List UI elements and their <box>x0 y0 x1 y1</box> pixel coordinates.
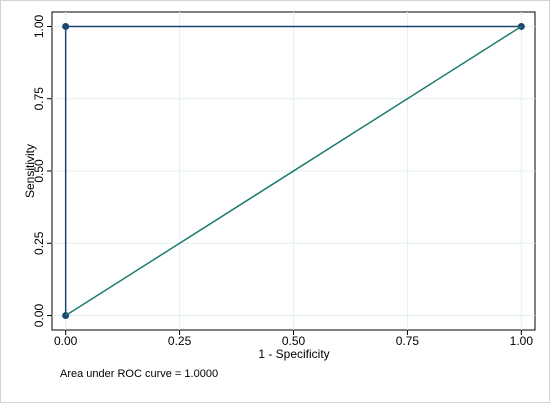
x-tick-label: 1.00 <box>510 334 534 348</box>
y-tick-label: 1.00 <box>32 14 46 38</box>
y-tick-label: 0.75 <box>32 87 46 111</box>
note: Area under ROC curve = 1.0000 <box>60 368 218 380</box>
y-tick-label: 0.25 <box>32 231 46 255</box>
line <box>65 25 522 317</box>
y-tick-label: 0.00 <box>32 304 46 328</box>
y-axis-title: Sensitivity <box>23 144 37 198</box>
y-tick-label: 0.50 <box>32 159 46 183</box>
x-tick-label: 0.00 <box>54 334 78 348</box>
x-tick-label: 0.50 <box>282 334 306 348</box>
point <box>62 22 70 30</box>
x-tick-label: 0.75 <box>396 334 420 348</box>
x-tick-label: 0.25 <box>168 334 192 348</box>
x-axis-title: 1 - Specificity <box>258 347 329 361</box>
